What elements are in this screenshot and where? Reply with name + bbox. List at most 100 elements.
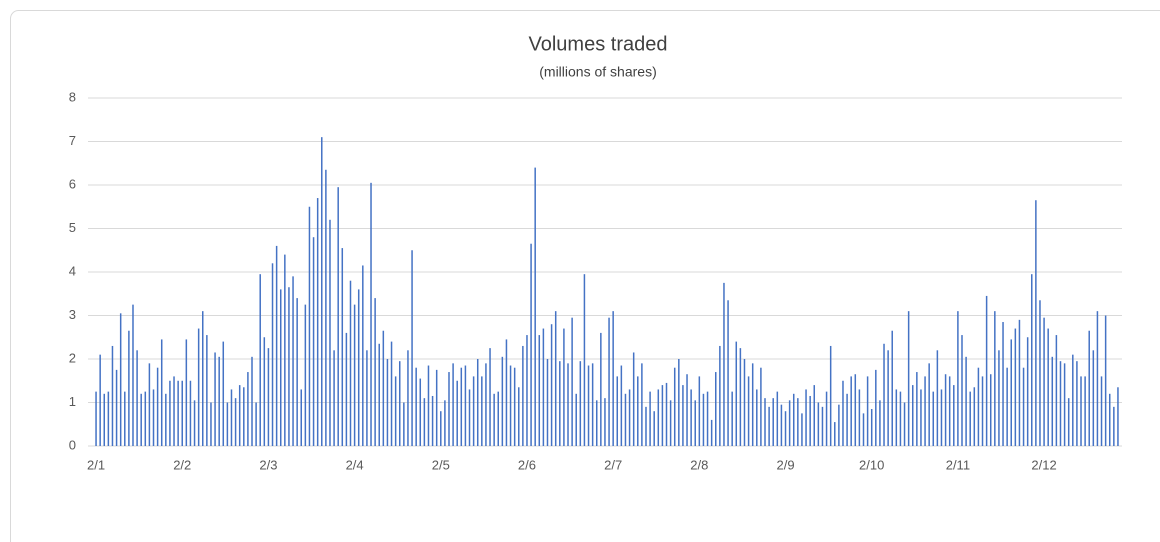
bar — [768, 406, 770, 446]
bar — [616, 376, 619, 446]
bar — [661, 385, 664, 446]
bar — [571, 317, 573, 446]
bar — [751, 363, 754, 446]
bar — [259, 274, 261, 446]
bar — [994, 311, 996, 446]
bar — [177, 380, 179, 446]
bar — [427, 365, 430, 446]
bar — [957, 311, 959, 446]
bar — [739, 348, 742, 446]
bar — [247, 372, 249, 446]
bar — [509, 365, 512, 446]
bar — [169, 380, 171, 446]
bar — [1031, 274, 1033, 446]
bar — [329, 219, 331, 446]
bar — [1084, 376, 1086, 446]
bar — [563, 328, 565, 446]
bar — [243, 387, 245, 446]
bar — [398, 361, 401, 446]
bar — [124, 391, 126, 446]
bar — [870, 409, 873, 446]
bar — [895, 389, 898, 446]
y-tick-label: 3 — [69, 307, 76, 322]
bar — [185, 339, 188, 446]
bar — [875, 369, 877, 446]
y-tick-label: 2 — [69, 350, 76, 365]
bar — [1063, 363, 1066, 446]
bar — [394, 376, 397, 446]
bar — [456, 380, 458, 446]
bar — [230, 389, 233, 446]
y-tick-label: 4 — [69, 263, 76, 278]
bar — [788, 400, 791, 446]
bar — [698, 376, 701, 446]
bar — [136, 350, 138, 446]
bar — [575, 393, 577, 446]
bar — [928, 363, 930, 446]
bar — [973, 387, 976, 446]
bar — [1051, 356, 1054, 446]
bar — [300, 389, 303, 446]
bar — [1088, 330, 1090, 446]
y-tick-label: 7 — [69, 133, 76, 148]
bar — [587, 365, 590, 446]
bar — [891, 330, 893, 446]
bar — [645, 406, 647, 446]
bar — [559, 361, 561, 446]
x-tick-label: 2/9 — [776, 457, 794, 472]
bar — [936, 350, 939, 446]
bar — [911, 385, 914, 446]
bar — [530, 243, 532, 446]
bar — [953, 385, 955, 446]
bar — [998, 350, 1000, 446]
bar — [1067, 398, 1070, 446]
bar — [727, 300, 729, 446]
bar — [665, 382, 668, 446]
bar — [866, 376, 869, 446]
bar — [1080, 376, 1082, 446]
bar — [476, 359, 479, 446]
bar — [669, 400, 672, 446]
bar — [604, 398, 606, 446]
bar — [1006, 367, 1008, 446]
x-tick-label: 2/3 — [259, 457, 277, 472]
bar — [944, 374, 947, 446]
bar — [583, 274, 586, 446]
bar — [723, 282, 725, 446]
bar — [554, 311, 557, 446]
bar — [99, 354, 101, 446]
bar — [989, 374, 992, 446]
bar — [620, 365, 623, 446]
bar — [304, 304, 307, 446]
bar — [325, 169, 327, 446]
x-tick-label: 2/8 — [690, 457, 708, 472]
bar — [132, 304, 134, 446]
bar — [776, 391, 779, 446]
bar — [1117, 387, 1119, 446]
bar — [985, 295, 988, 446]
bar — [862, 413, 865, 446]
bar — [366, 350, 368, 446]
bar — [148, 363, 151, 446]
x-tick-label: 2/7 — [604, 457, 622, 472]
bar — [846, 393, 848, 446]
bar — [1072, 354, 1074, 446]
bar — [534, 167, 536, 446]
bar — [472, 376, 475, 446]
bar — [1055, 335, 1058, 446]
bar — [316, 198, 319, 446]
bar — [415, 367, 417, 446]
bar — [809, 395, 811, 446]
bar — [481, 376, 483, 446]
bar — [489, 348, 491, 446]
bar — [801, 413, 803, 446]
bar — [546, 359, 549, 446]
bar — [632, 352, 635, 446]
bar — [903, 402, 906, 446]
bar — [920, 389, 922, 446]
bar — [829, 345, 832, 446]
x-tick-label: 2/5 — [432, 457, 450, 472]
bar — [858, 389, 861, 446]
bar — [513, 367, 516, 446]
